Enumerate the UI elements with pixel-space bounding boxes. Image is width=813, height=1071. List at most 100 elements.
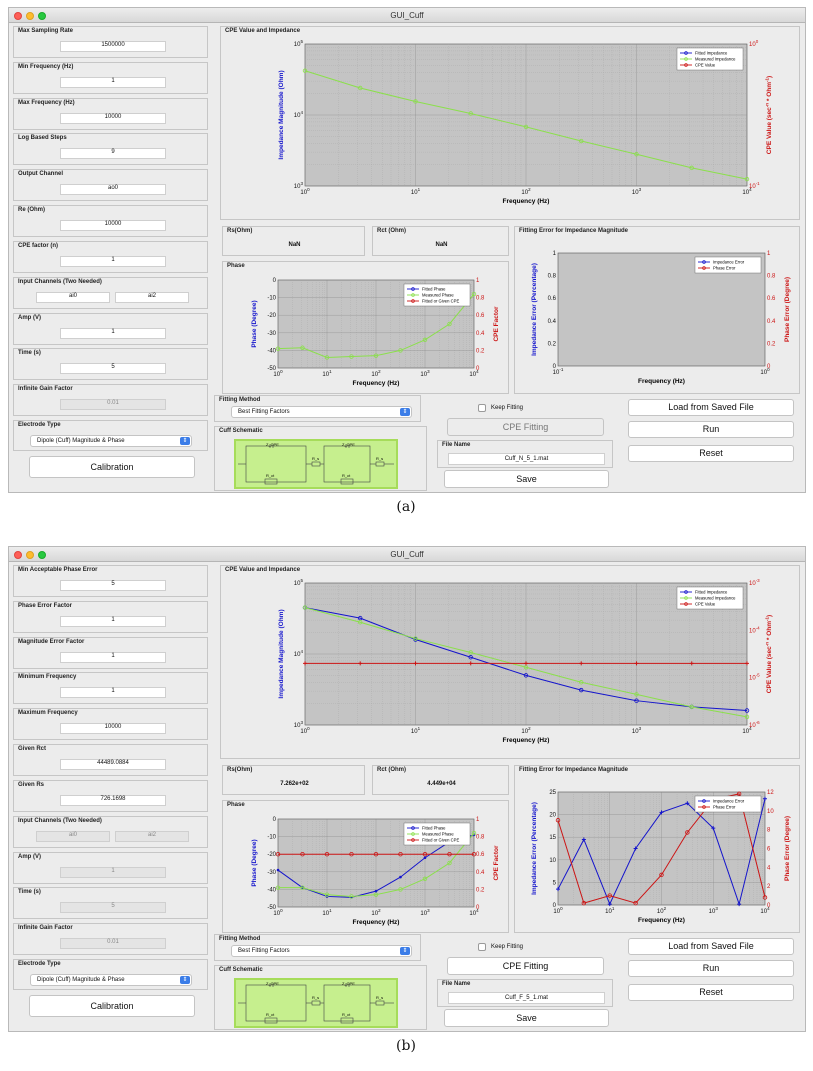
- fitting-method-panel: Fitting Method Best Fitting Factors ⇕: [214, 395, 421, 422]
- electrode-type-dropdown[interactable]: Dipole (Cuff) Magnitude & Phase ⇕: [30, 974, 192, 986]
- electrode-type-value: Dipole (Cuff) Magnitude & Phase: [37, 438, 125, 444]
- data-point: [471, 291, 477, 297]
- data-point: [398, 887, 403, 892]
- y-tick-label: -30: [267, 331, 276, 337]
- x-tick-label: 100: [553, 906, 563, 915]
- data-point: [324, 892, 330, 897]
- cpe-fitting-button[interactable]: CPE Fitting: [447, 418, 604, 436]
- y2-tick-label: 10-1: [749, 181, 760, 190]
- legend-label: Fitted Phase: [422, 287, 446, 292]
- minimize-window-button[interactable]: [26, 551, 34, 559]
- legend-label: Fitted Impedance: [695, 590, 728, 595]
- save-button[interactable]: Save: [444, 470, 609, 488]
- file-name-input[interactable]: Cuff_F_5_1.mat: [448, 992, 605, 1004]
- y-tick-label: -40: [267, 887, 276, 893]
- input-channels-panel: Input Channels (Two Needed) ai0 ai2: [13, 277, 208, 309]
- fitting-method-dropdown[interactable]: Best Fitting Factors ⇕: [231, 945, 412, 957]
- error-chart: 1001011021031040510152025024681012Freque…: [531, 790, 791, 924]
- calibration-button[interactable]: Calibration: [29, 456, 195, 478]
- zoom-window-button[interactable]: [38, 12, 46, 20]
- param-input[interactable]: 10000: [60, 113, 166, 124]
- minimize-window-button[interactable]: [26, 12, 34, 20]
- amp-input[interactable]: 1: [60, 328, 166, 339]
- y-tick-label: 15: [549, 835, 556, 841]
- y2-tick-label: 6: [767, 847, 771, 853]
- data-point: [685, 830, 690, 835]
- y-axis-label: Impedance Error (Percentage): [531, 802, 538, 895]
- y2-tick-label: 12: [767, 790, 774, 796]
- param-input[interactable]: 5: [60, 580, 166, 591]
- data-point: [523, 673, 529, 678]
- param-label: Minimum Frequency: [18, 674, 77, 680]
- keep-fitting-checkbox[interactable]: [478, 404, 486, 412]
- param-input[interactable]: 1500000: [60, 41, 166, 52]
- x-tick-label: 100: [300, 187, 310, 196]
- cuff-schematic-diagram: Z_CPE R_ct R_s Z_CPE R_ct R_s: [234, 978, 398, 1028]
- load-from-saved-file-button[interactable]: Load from Saved File: [628, 938, 794, 955]
- data-point: [744, 714, 750, 720]
- cpe-fitting-button[interactable]: CPE Fitting: [447, 957, 604, 975]
- param-input[interactable]: ao0: [60, 184, 166, 195]
- param-input[interactable]: 1: [60, 256, 166, 267]
- time-input[interactable]: 5: [60, 363, 166, 374]
- y2-tick-label: 10-3: [749, 578, 760, 587]
- file-name-input[interactable]: Cuff_N_5_1.mat: [448, 453, 605, 465]
- input-channel-2-field[interactable]: ai2: [115, 292, 189, 303]
- y-tick-label: 0.2: [548, 341, 557, 347]
- param-input[interactable]: 10000: [60, 220, 166, 231]
- input-channel-1-field[interactable]: ai0: [36, 292, 110, 303]
- param-input[interactable]: 1: [60, 687, 166, 698]
- x-tick-label: 101: [322, 908, 332, 917]
- data-point: [349, 852, 354, 857]
- y-tick-label: -30: [267, 870, 276, 876]
- legend-marker: [411, 838, 415, 842]
- param-input[interactable]: 10000: [60, 723, 166, 734]
- x-tick-label: 100: [300, 726, 310, 735]
- data-point: [744, 176, 750, 182]
- run-button[interactable]: Run: [628, 960, 794, 977]
- save-button[interactable]: Save: [444, 1009, 609, 1027]
- electrode-type-dropdown[interactable]: Dipole (Cuff) Magnitude & Phase ⇕: [30, 435, 192, 447]
- close-window-button[interactable]: [14, 12, 22, 20]
- error-panel-title: Fitting Error for Impedance Magnitude: [519, 228, 629, 234]
- title-bar: GUI_Cuff: [9, 8, 805, 23]
- zoom-window-button[interactable]: [38, 551, 46, 559]
- run-button[interactable]: Run: [628, 421, 794, 438]
- input-channel-1-field: ai0: [36, 831, 110, 842]
- data-point: [634, 692, 639, 697]
- calibration-button[interactable]: Calibration: [29, 995, 195, 1017]
- y-tick-label: 105: [294, 39, 304, 48]
- window-title: GUI_Cuff: [390, 550, 424, 559]
- param-input[interactable]: 726.1698: [60, 795, 166, 806]
- close-window-button[interactable]: [14, 551, 22, 559]
- legend-box: [676, 586, 744, 610]
- reset-button[interactable]: Reset: [628, 984, 794, 1001]
- chevron-updown-icon: ⇕: [400, 947, 410, 955]
- param-input[interactable]: 9: [60, 148, 166, 159]
- y2-tick-label: 0.2: [767, 341, 776, 347]
- y2-tick-label: 1: [476, 278, 480, 284]
- cpe-panel-title: CPE Value and Impedance: [225, 567, 301, 573]
- legend-marker: [411, 287, 415, 291]
- legend-box: [694, 795, 762, 813]
- reset-button[interactable]: Reset: [628, 445, 794, 462]
- param-input[interactable]: 44489.0884: [60, 759, 166, 770]
- param-input[interactable]: 1: [60, 616, 166, 627]
- param-panel-5: Given Rct 44489.0884: [13, 744, 208, 776]
- legend-marker: [684, 63, 688, 67]
- rct-panel: Rct (Ohm) 4.449e+04: [372, 765, 509, 795]
- param-input[interactable]: 1: [60, 652, 166, 663]
- load-from-saved-file-button[interactable]: Load from Saved File: [628, 399, 794, 416]
- cpe2-label: Z_CPE: [342, 442, 355, 447]
- keep-fitting-checkbox[interactable]: [478, 943, 486, 951]
- x-tick-label: 104: [469, 908, 479, 917]
- y2-tick-label: 0.8: [476, 296, 485, 302]
- param-input[interactable]: 1: [60, 77, 166, 88]
- y-tick-label: -20: [267, 852, 276, 858]
- data-point: [659, 872, 664, 878]
- fitting-method-dropdown[interactable]: Best Fitting Factors ⇕: [231, 406, 412, 418]
- y2-tick-label: 1: [476, 817, 480, 823]
- legend-label: Measured Phase: [422, 832, 454, 837]
- y2-tick-label: 0.6: [767, 296, 776, 302]
- file-name-label: File Name: [442, 442, 471, 448]
